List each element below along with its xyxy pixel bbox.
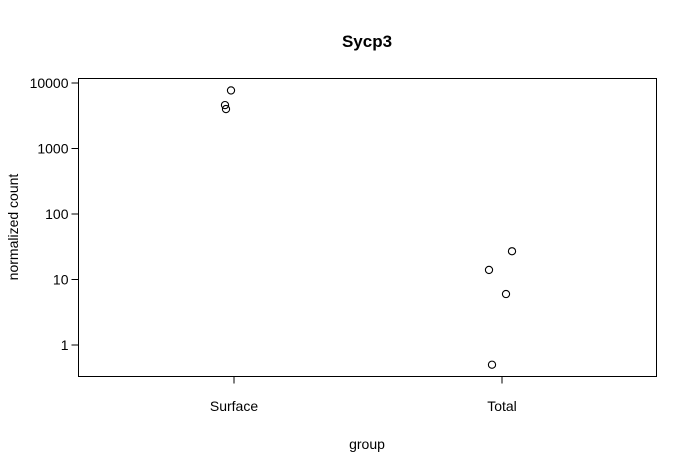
x-axis-label: group <box>349 436 385 452</box>
x-axis: Surface Total <box>210 376 517 414</box>
data-point <box>484 265 494 275</box>
y-axis: 1 10 100 1000 10000 <box>30 75 79 353</box>
y-tick-label: 1000 <box>37 141 68 157</box>
x-tick-label: Surface <box>210 398 258 414</box>
y-tick-label: 100 <box>45 206 69 222</box>
data-point <box>220 100 230 110</box>
data-point <box>226 86 236 95</box>
data-point <box>221 104 231 114</box>
chart-title: Sycp3 <box>342 32 392 51</box>
y-axis-label: normalized count <box>5 174 21 281</box>
data-points <box>220 86 517 369</box>
data-point <box>487 360 497 369</box>
y-tick-label: 10000 <box>30 75 69 91</box>
data-point <box>501 289 511 299</box>
data-point <box>507 247 517 256</box>
y-tick-label: 1 <box>61 337 69 353</box>
plot-frame <box>78 78 657 377</box>
x-tick-label: Total <box>487 398 517 414</box>
y-tick-label: 10 <box>53 272 69 288</box>
